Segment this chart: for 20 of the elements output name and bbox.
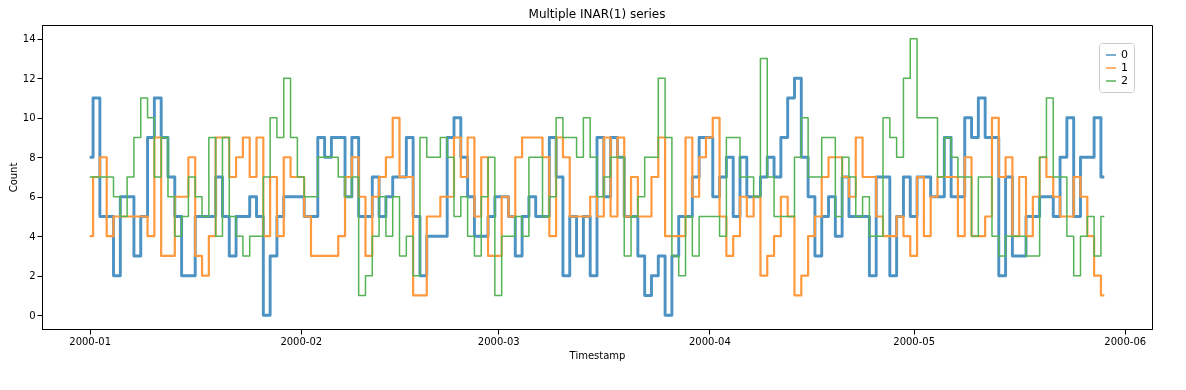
y-tick-label: 4 [29, 230, 36, 242]
y-tick-label: 12 [22, 72, 36, 84]
x-tick-label: 2000-06 [1104, 335, 1147, 347]
x-tick-label: 2000-04 [688, 335, 731, 347]
chart-title: Multiple INAR(1) series [528, 7, 666, 21]
x-axis-title: Timestamp [568, 349, 626, 361]
y-tick-label: 2 [29, 270, 36, 282]
y-tick-label: 14 [22, 33, 36, 45]
x-tick-label: 2000-02 [280, 335, 323, 347]
x-tick-label: 2000-01 [69, 335, 112, 347]
y-axis-title: Count [7, 162, 19, 193]
y-tick-label: 10 [22, 112, 36, 124]
y-tick-label: 8 [29, 151, 36, 163]
legend-label: 0 [1121, 48, 1128, 61]
x-tick-label: 2000-03 [477, 335, 520, 347]
legend-label: 1 [1121, 61, 1128, 74]
y-tick-label: 0 [29, 309, 36, 321]
x-tick-label: 2000-05 [893, 335, 936, 347]
y-tick-label: 6 [29, 191, 36, 203]
legend-label: 2 [1121, 74, 1128, 87]
